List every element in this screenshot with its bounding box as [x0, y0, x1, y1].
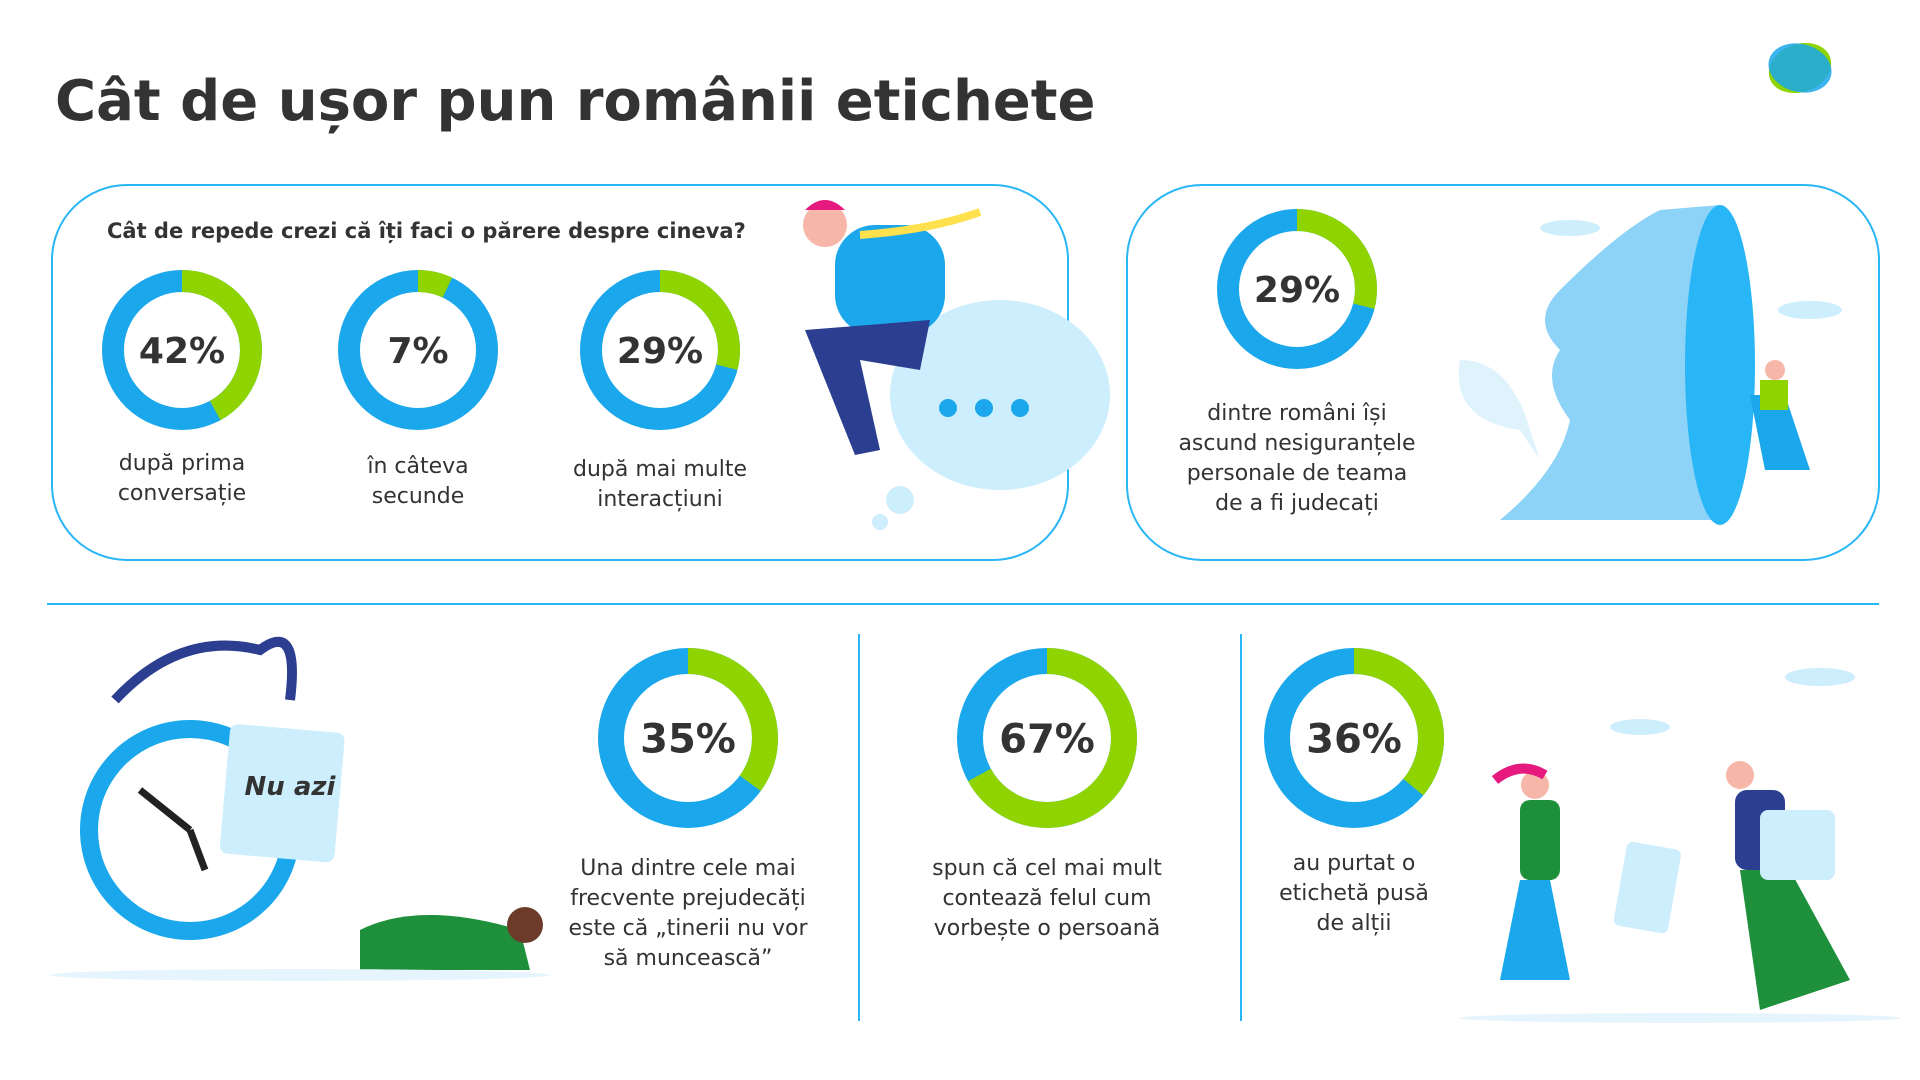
percent-label: 42%: [139, 331, 225, 372]
logo: [1768, 42, 1832, 94]
caption: este că „tinerii nu vor: [568, 916, 808, 941]
percent-label: 7%: [387, 331, 448, 372]
donut-arc: [598, 648, 778, 828]
caption: spun că cel mai mult: [932, 856, 1162, 881]
caption: vorbește o persoană: [934, 916, 1160, 941]
donut-arc: [1264, 648, 1444, 828]
thinker-illustration: [803, 200, 1110, 530]
caption: frecvente prejudecăți: [570, 886, 806, 911]
people-illustration: [1460, 668, 1900, 1023]
caption: ascund nesiguranțele: [1178, 431, 1415, 456]
percent-label: 67%: [999, 716, 1095, 762]
caption: au purtat o: [1293, 851, 1416, 876]
caption: secunde: [372, 484, 464, 509]
donut-arc: [1217, 209, 1377, 369]
donut-arc: [102, 270, 262, 430]
donut-arc: [580, 270, 740, 430]
caption: după mai multe: [573, 457, 747, 482]
mask-illustration: [1458, 205, 1842, 525]
caption: interacțiuni: [597, 487, 723, 512]
caption: în câteva: [366, 454, 468, 479]
caption: după prima: [119, 451, 245, 476]
caption: de a fi judecați: [1215, 491, 1379, 516]
caption: dintre români își: [1207, 401, 1386, 426]
title: Cât de ușor pun românii etichete: [55, 69, 1096, 134]
donut-arc: [957, 648, 1137, 828]
percent-label: 29%: [617, 331, 703, 372]
clock-illustration: Nu azi: [50, 636, 550, 981]
caption: contează felul cum: [942, 886, 1151, 911]
caption: să muncească”: [604, 946, 773, 971]
caption: de alții: [1317, 911, 1392, 936]
percent-label: 35%: [640, 716, 736, 762]
percent-label: 29%: [1254, 270, 1340, 311]
question: Cât de repede crezi că îți faci o părere…: [107, 219, 746, 244]
caption: conversație: [118, 481, 246, 506]
caption: Una dintre cele mai: [580, 856, 796, 881]
percent-label: 36%: [1306, 716, 1402, 762]
caption: etichetă pusă: [1279, 881, 1429, 906]
caption: personale de teama: [1187, 461, 1408, 486]
panel: [1126, 184, 1880, 561]
sign-text: Nu azi: [245, 772, 337, 802]
donut-arc: [338, 270, 498, 430]
